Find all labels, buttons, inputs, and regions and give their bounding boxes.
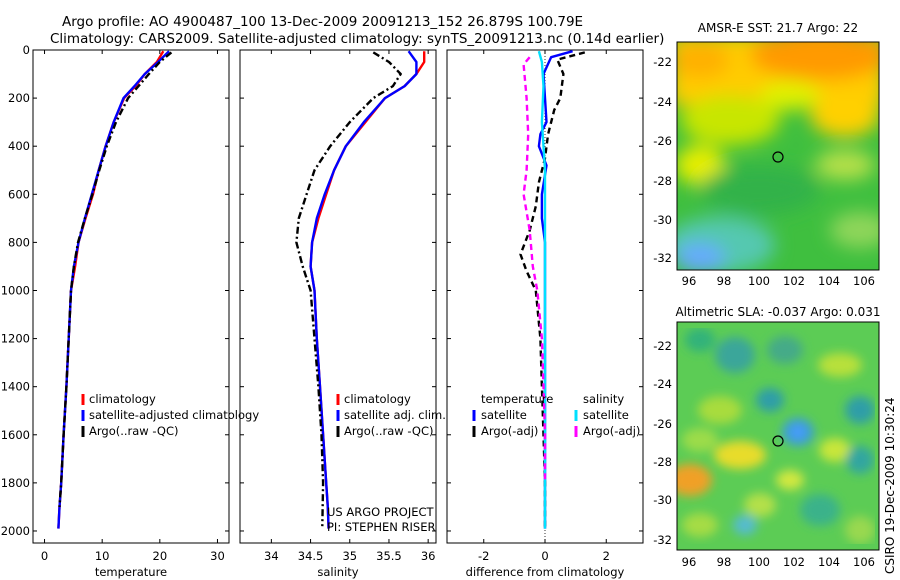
csiro-credit: CSIRO 19-Dec-2009 10:30:24 bbox=[883, 397, 897, 574]
sst-map-field bbox=[677, 42, 879, 270]
depth-tick-label: 1400 bbox=[1, 380, 30, 394]
sst-xtick: 104 bbox=[818, 274, 840, 288]
sst-xtick: 100 bbox=[748, 274, 770, 288]
difference-legend-label: Argo(-adj) bbox=[583, 424, 640, 438]
depth-tick-label: 600 bbox=[8, 187, 30, 201]
salinity-panel: 34 34.5 35 35.5 36 salinity climatology satelli… bbox=[239, 49, 446, 579]
depth-tick-label: 1600 bbox=[1, 428, 30, 442]
temperature-legend-label: satellite-adjusted climatology bbox=[89, 408, 259, 422]
salinity-xtick-label: 36 bbox=[421, 549, 436, 563]
sla-map-yticks: -22 -24 -26 -28 -30 -32 bbox=[653, 339, 672, 547]
salinity-series-climatology bbox=[309, 51, 426, 529]
sla-map-panel: Altimetric SLA: -0.037 Argo: 0.031 bbox=[653, 305, 880, 569]
temperature-xtick-label: 0 bbox=[41, 549, 48, 563]
legend-salinity-heading: salinity bbox=[583, 392, 624, 406]
sla-xtick: 98 bbox=[717, 555, 732, 569]
sla-ytick: -24 bbox=[653, 377, 672, 391]
difference-legend-label: Argo(-adj) bbox=[481, 424, 538, 438]
salinity-series-satellite-adj-clim- bbox=[309, 50, 418, 529]
sla-ytick: -30 bbox=[653, 493, 672, 507]
temperature-series-climatology bbox=[57, 50, 165, 529]
sst-ytick: -22 bbox=[653, 55, 672, 69]
profile-title: Argo profile: AO 4900487_100 13-Dec-2009… bbox=[62, 14, 583, 30]
difference-legend-label: satellite bbox=[481, 408, 527, 422]
sla-ytick: -28 bbox=[653, 455, 672, 469]
temperature-legend-label: climatology bbox=[89, 392, 156, 406]
difference-legend-label: satellite bbox=[583, 408, 629, 422]
sst-ytick: -30 bbox=[653, 213, 672, 227]
sst-map-xticks: 96 98 100 102 104 106 bbox=[682, 274, 875, 288]
sla-ytick: -26 bbox=[653, 417, 672, 431]
temperature-xtick-label: 10 bbox=[95, 549, 110, 563]
difference-xtick-label: -2 bbox=[478, 549, 489, 563]
legend-temperature-heading: temperature bbox=[481, 392, 553, 406]
sst-xtick: 98 bbox=[717, 274, 732, 288]
depth-tick-label: 0 bbox=[23, 43, 30, 57]
temperature-xlabel: temperature bbox=[95, 565, 167, 579]
difference-xtick-label: 0 bbox=[541, 549, 548, 563]
salinity-legend-label: satellite adj. clim. bbox=[344, 408, 446, 422]
temperature-panel: 0 200 400 600 800 1000 1200 1400 1600 1800 2000 0 10… bbox=[1, 43, 260, 579]
sla-xtick: 102 bbox=[783, 555, 805, 569]
sla-map-field bbox=[677, 322, 879, 550]
sla-argo-marker bbox=[772, 435, 784, 447]
sst-xtick: 106 bbox=[853, 274, 875, 288]
depth-tick-label: 200 bbox=[8, 91, 30, 105]
sla-map-frame bbox=[676, 321, 880, 551]
sst-ytick: -32 bbox=[653, 251, 672, 265]
depth-tick-label: 1000 bbox=[1, 283, 30, 297]
difference-xlabel: difference from climatology bbox=[466, 565, 625, 579]
salinity-legend-label: Argo(..raw -QC) bbox=[344, 424, 434, 438]
sst-xtick: 96 bbox=[682, 274, 697, 288]
salinity-xtick-label: 35.5 bbox=[376, 549, 402, 563]
salinity-xtick-label: 34.5 bbox=[298, 549, 324, 563]
sst-argo-marker bbox=[772, 151, 784, 163]
temperature-xtick-label: 20 bbox=[153, 549, 168, 563]
climatology-title: Climatology: CARS2009. Satellite-adjuste… bbox=[50, 31, 664, 47]
sla-map-title: Altimetric SLA: -0.037 Argo: 0.031 bbox=[675, 305, 880, 319]
depth-tick-label: 1800 bbox=[1, 476, 30, 490]
sst-map-frame bbox=[676, 41, 880, 271]
sla-ytick: -32 bbox=[653, 533, 672, 547]
sst-xtick: 102 bbox=[783, 274, 805, 288]
sst-ytick: -24 bbox=[653, 95, 672, 109]
salinity-xtick-label: 35 bbox=[342, 549, 357, 563]
salinity-frame bbox=[239, 49, 437, 544]
temperature-frame bbox=[32, 49, 230, 544]
difference-series-temperature-argo-adj- bbox=[519, 51, 586, 529]
salinity-series-argo-raw-qc- bbox=[295, 51, 402, 527]
salinity-annotation: PI: STEPHEN RISER bbox=[327, 520, 436, 534]
salinity-xtick-label: 34 bbox=[264, 549, 279, 563]
sst-map-title: AMSR-E SST: 21.7 Argo: 22 bbox=[698, 21, 858, 35]
salinity-annotation: US ARGO PROJECT bbox=[327, 505, 435, 519]
difference-xtick-label: 2 bbox=[603, 549, 610, 563]
sst-ytick: -26 bbox=[653, 134, 672, 148]
difference-panel: -2 0 2 difference from climatology temperatu… bbox=[446, 49, 644, 579]
salinity-xlabel: salinity bbox=[317, 565, 358, 579]
temperature-series-satellite-adjusted-climatology bbox=[57, 50, 170, 529]
sst-ytick: -28 bbox=[653, 174, 672, 188]
sla-xtick: 96 bbox=[682, 555, 697, 569]
sst-map-yticks: -22 -24 -26 -28 -30 -32 bbox=[653, 55, 672, 265]
sla-map-xticks: 96 98 100 102 104 106 bbox=[682, 555, 875, 569]
temperature-legend-label: Argo(..raw -QC) bbox=[89, 424, 179, 438]
sla-xtick: 100 bbox=[748, 555, 770, 569]
sst-map-panel: AMSR-E SST: 21.7 Argo: 22 -22 -2 bbox=[653, 21, 880, 288]
temperature-xtick-label: 30 bbox=[210, 549, 225, 563]
difference-series-salinity-argo-adj- bbox=[522, 56, 547, 483]
sla-xtick: 104 bbox=[818, 555, 840, 569]
depth-tick-label: 2000 bbox=[1, 524, 30, 538]
sla-ytick: -22 bbox=[653, 339, 672, 353]
depth-tick-label: 1200 bbox=[1, 332, 30, 346]
salinity-legend-label: climatology bbox=[344, 392, 411, 406]
depth-tick-label: 800 bbox=[8, 235, 30, 249]
sla-xtick: 106 bbox=[853, 555, 875, 569]
depth-tick-label: 400 bbox=[8, 139, 30, 153]
